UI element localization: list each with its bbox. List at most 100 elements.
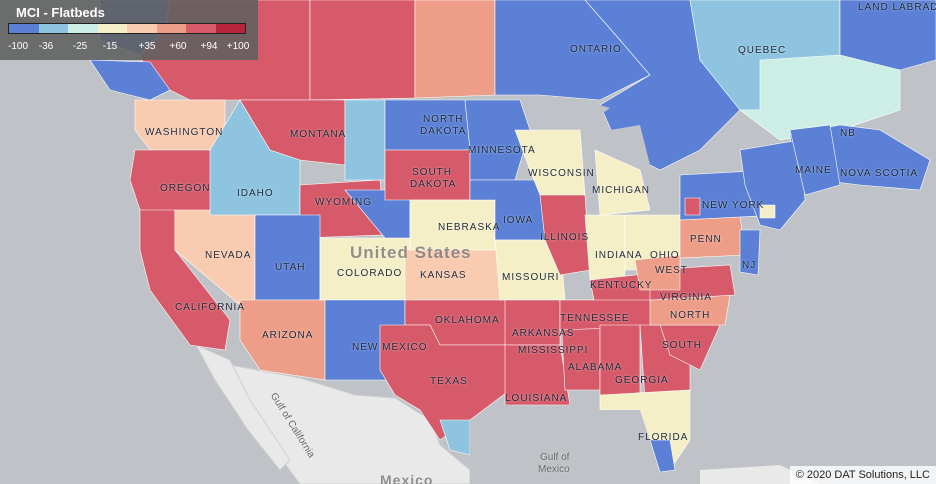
legend-tick: -36 <box>38 41 54 52</box>
region-utah <box>254 214 321 301</box>
label-kansas: KANSAS <box>420 270 467 281</box>
region-louisiana <box>504 344 571 406</box>
label-penn: PENN <box>690 234 722 245</box>
label-north-dakota-1: NORTH <box>423 114 464 125</box>
region-labrador <box>839 0 936 71</box>
label-new-york: NEW YORK <box>702 200 765 211</box>
label-wisconsin: WISCONSIN <box>528 168 595 179</box>
legend-tick: +35 <box>138 41 156 52</box>
label-south-dakota-1: SOUTH <box>412 167 452 178</box>
label-montana: MONTANA <box>290 129 347 140</box>
gulf-of-mexico <box>470 405 660 484</box>
label-tennessee: TENNESSEE <box>560 313 630 324</box>
legend-swatch-7 <box>186 24 216 33</box>
region-maine <box>789 124 841 196</box>
label-ohio: OHIO <box>650 250 680 261</box>
region-west-virginia <box>634 254 681 291</box>
label-south-dakota-2: DAKOTA <box>410 179 457 190</box>
region-montana <box>239 99 346 166</box>
label-idaho: IDAHO <box>237 188 274 199</box>
label-oklahoma: OKLAHOMA <box>435 315 500 326</box>
label-texas: TEXAS <box>430 376 468 387</box>
label-illinois: ILLINOIS <box>540 232 590 243</box>
region-washington <box>134 99 226 151</box>
region-saskatchewan <box>414 0 496 99</box>
legend-swatch-5 <box>127 24 157 33</box>
lake-huron <box>610 125 650 170</box>
legend-swatch-4 <box>97 24 127 33</box>
label-united-states: United States <box>350 243 472 262</box>
region-michigan <box>594 149 651 216</box>
label-california: CALIFORNIA <box>175 302 246 313</box>
legend-tick: -15 <box>102 41 118 52</box>
label-mississippi: MISSISSIPPI <box>518 345 589 356</box>
label-gulf-of-mexico-1: Gulf of <box>540 452 570 463</box>
label-gulf-of-mexico-2: Mexico <box>538 464 570 475</box>
label-michigan: MICHIGAN <box>592 185 650 196</box>
label-nevada: NEVADA <box>205 250 252 261</box>
region-new-york-red <box>684 197 701 216</box>
region-florida-south <box>649 439 676 473</box>
label-west: WEST <box>655 265 688 276</box>
label-georgia: GEORGIA <box>615 375 669 386</box>
label-virginia: VIRGINIA <box>660 292 712 303</box>
legend-tick: -25 <box>72 41 88 52</box>
label-iowa: IOWA <box>503 215 534 226</box>
label-louisiana: LOUISIANA <box>505 393 568 404</box>
label-indiana: INDIANA <box>595 250 643 261</box>
label-new-mexico: NEW MEXICO <box>352 342 428 353</box>
label-north-carolina: NORTH <box>670 310 711 321</box>
label-minnesota: MINNESOTA <box>468 145 536 156</box>
label-nova-scotia: NOVA SCOTIA <box>840 168 919 179</box>
legend-title: MCI - Flatbeds <box>16 5 105 20</box>
region-baja-peninsula <box>194 343 291 471</box>
legend-swatch-1 <box>9 24 39 33</box>
label-alabama: ALABAMA <box>568 362 623 373</box>
legend-swatch-2 <box>38 24 68 33</box>
map-legend: MCI - Flatbeds -100 -36 -25 -15 +35 +60 … <box>0 0 258 60</box>
region-ma-yellow <box>759 204 776 219</box>
legend-swatch-6 <box>156 24 186 33</box>
label-arkansas: ARKANSAS <box>512 328 575 339</box>
label-florida: FLORIDA <box>638 432 689 443</box>
legend-tick: +100 <box>226 41 250 52</box>
region-indiana <box>584 214 626 281</box>
region-illinois <box>539 194 591 276</box>
copyright-credit: © 2020 DAT Solutions, LLC <box>789 466 936 484</box>
label-missouri: MISSOURI <box>502 272 560 283</box>
region-alberta <box>309 0 416 101</box>
legend-tick: +94 <box>200 41 218 52</box>
legend-color-scale <box>8 23 246 34</box>
label-wyoming: WYOMING <box>315 197 372 208</box>
label-utah: UTAH <box>275 262 306 273</box>
label-ontario: ONTARIO <box>570 44 622 55</box>
label-oregon: OREGON <box>160 183 211 194</box>
region-north-dakota <box>384 99 471 151</box>
label-quebec: QUEBEC <box>738 45 787 56</box>
label-labrador: LAND LABRADOR <box>858 2 936 13</box>
label-south-carolina: SOUTH <box>662 340 702 351</box>
label-north-dakota-2: DAKOTA <box>420 126 467 137</box>
label-colorado: COLORADO <box>337 268 403 279</box>
legend-ticks: -100 -36 -25 -15 +35 +60 +94 +100 <box>0 41 258 55</box>
label-maine: MAINE <box>795 165 832 176</box>
label-arizona: ARIZONA <box>262 330 314 341</box>
region-arizona <box>239 299 326 381</box>
legend-swatch-3 <box>68 24 98 33</box>
lake-superior <box>535 98 610 122</box>
legend-tick: -100 <box>7 41 29 52</box>
label-nj: NJ <box>742 260 757 271</box>
region-bc-coast <box>89 59 171 101</box>
label-kentucky: KENTUCKY <box>590 280 653 291</box>
label-nebraska: NEBRASKA <box>438 222 501 233</box>
legend-swatch-8 <box>215 24 245 33</box>
lake-michigan <box>580 135 598 190</box>
region-montana-east <box>344 99 386 181</box>
label-washington: WASHINGTON <box>145 127 224 138</box>
label-mexico: Mexico <box>380 472 434 484</box>
label-nb: NB <box>840 128 856 139</box>
region-new-jersey <box>739 229 761 276</box>
legend-tick: +60 <box>169 41 187 52</box>
